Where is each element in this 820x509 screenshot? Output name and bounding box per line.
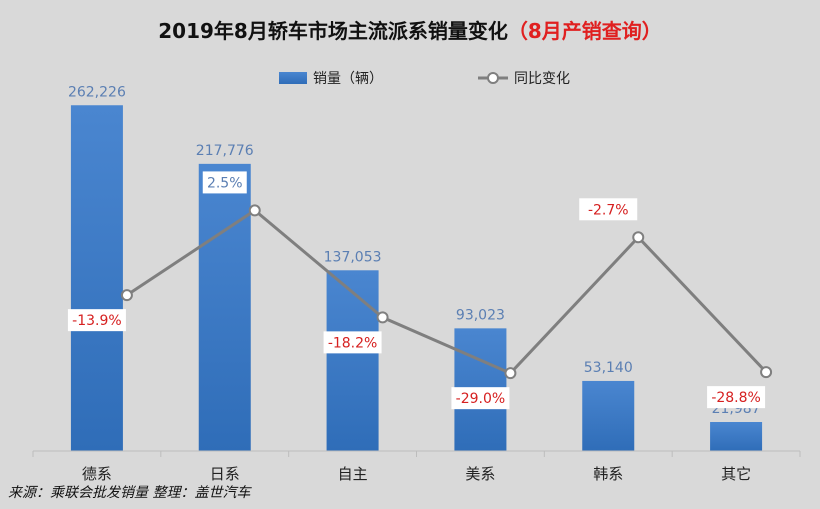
yoy-point	[504, 367, 517, 380]
bar-日系	[198, 163, 251, 451]
bar-其它	[710, 422, 763, 451]
legend-line-marker	[487, 72, 499, 84]
x-tick-label: 美系	[465, 465, 495, 483]
yoy-value-label: -13.9%	[72, 313, 122, 329]
x-tick-label: 德系	[82, 465, 112, 483]
x-tick-label: 其它	[721, 465, 751, 483]
x-tick-label: 自主	[338, 465, 368, 483]
x-axis-labels: 德系 日系 自主 美系 韩系 其它	[82, 465, 751, 483]
bar-value-label: 137,053	[324, 249, 382, 265]
yoy-point	[248, 204, 261, 217]
chart-title-accent: （8月产销查询）	[508, 19, 662, 43]
bar-series	[70, 105, 763, 452]
x-axis-ticks	[32, 451, 801, 457]
legend-bar-label: 销量（辆）	[313, 71, 383, 87]
yoy-points	[120, 204, 773, 380]
x-tick-label: 韩系	[593, 465, 623, 483]
yoy-label-box	[579, 198, 638, 221]
legend-line-label: 同比变化	[514, 71, 570, 87]
x-tick-label: 日系	[210, 465, 240, 483]
yoy-point	[632, 231, 645, 244]
bar-自主	[326, 270, 379, 451]
chart-title: 2019年8月轿车市场主流派系销量变化（8月产销查询）	[158, 19, 662, 43]
yoy-point	[376, 311, 389, 324]
yoy-value-label: -18.2%	[328, 335, 378, 351]
yoy-point	[120, 289, 133, 302]
bar-value-label: 53,140	[584, 360, 633, 376]
yoy-label-box	[451, 387, 510, 410]
chart-title-main: 2019年8月轿车市场主流派系销量变化	[158, 19, 508, 43]
yoy-label-box	[707, 386, 766, 409]
bar-value-label: 93,023	[456, 307, 505, 323]
source-footer: 来源：乘联会批发销量 整理：盖世汽车	[8, 485, 252, 501]
bar-value-label: 262,226	[68, 84, 126, 100]
bar-德系	[70, 105, 123, 452]
yoy-value-label: 2.5%	[207, 175, 243, 191]
bar-value-label: 217,776	[196, 143, 254, 159]
legend-bar-swatch	[279, 72, 307, 84]
yoy-value-label: -2.7%	[588, 202, 629, 218]
yoy-point	[760, 366, 773, 379]
yoy-line	[126, 208, 768, 375]
yoy-label-box	[202, 171, 247, 194]
yoy-labels: -13.9% 2.5% -18.2% -29.0% -2.7% -28.8%	[67, 171, 766, 410]
bar-韩系	[582, 380, 635, 451]
yoy-value-label: -29.0%	[456, 391, 506, 407]
legend: 销量（辆） 同比变化	[279, 71, 570, 87]
yoy-label-box	[67, 309, 126, 332]
yoy-value-label: -28.8%	[711, 390, 761, 406]
yoy-label-box	[323, 331, 382, 354]
